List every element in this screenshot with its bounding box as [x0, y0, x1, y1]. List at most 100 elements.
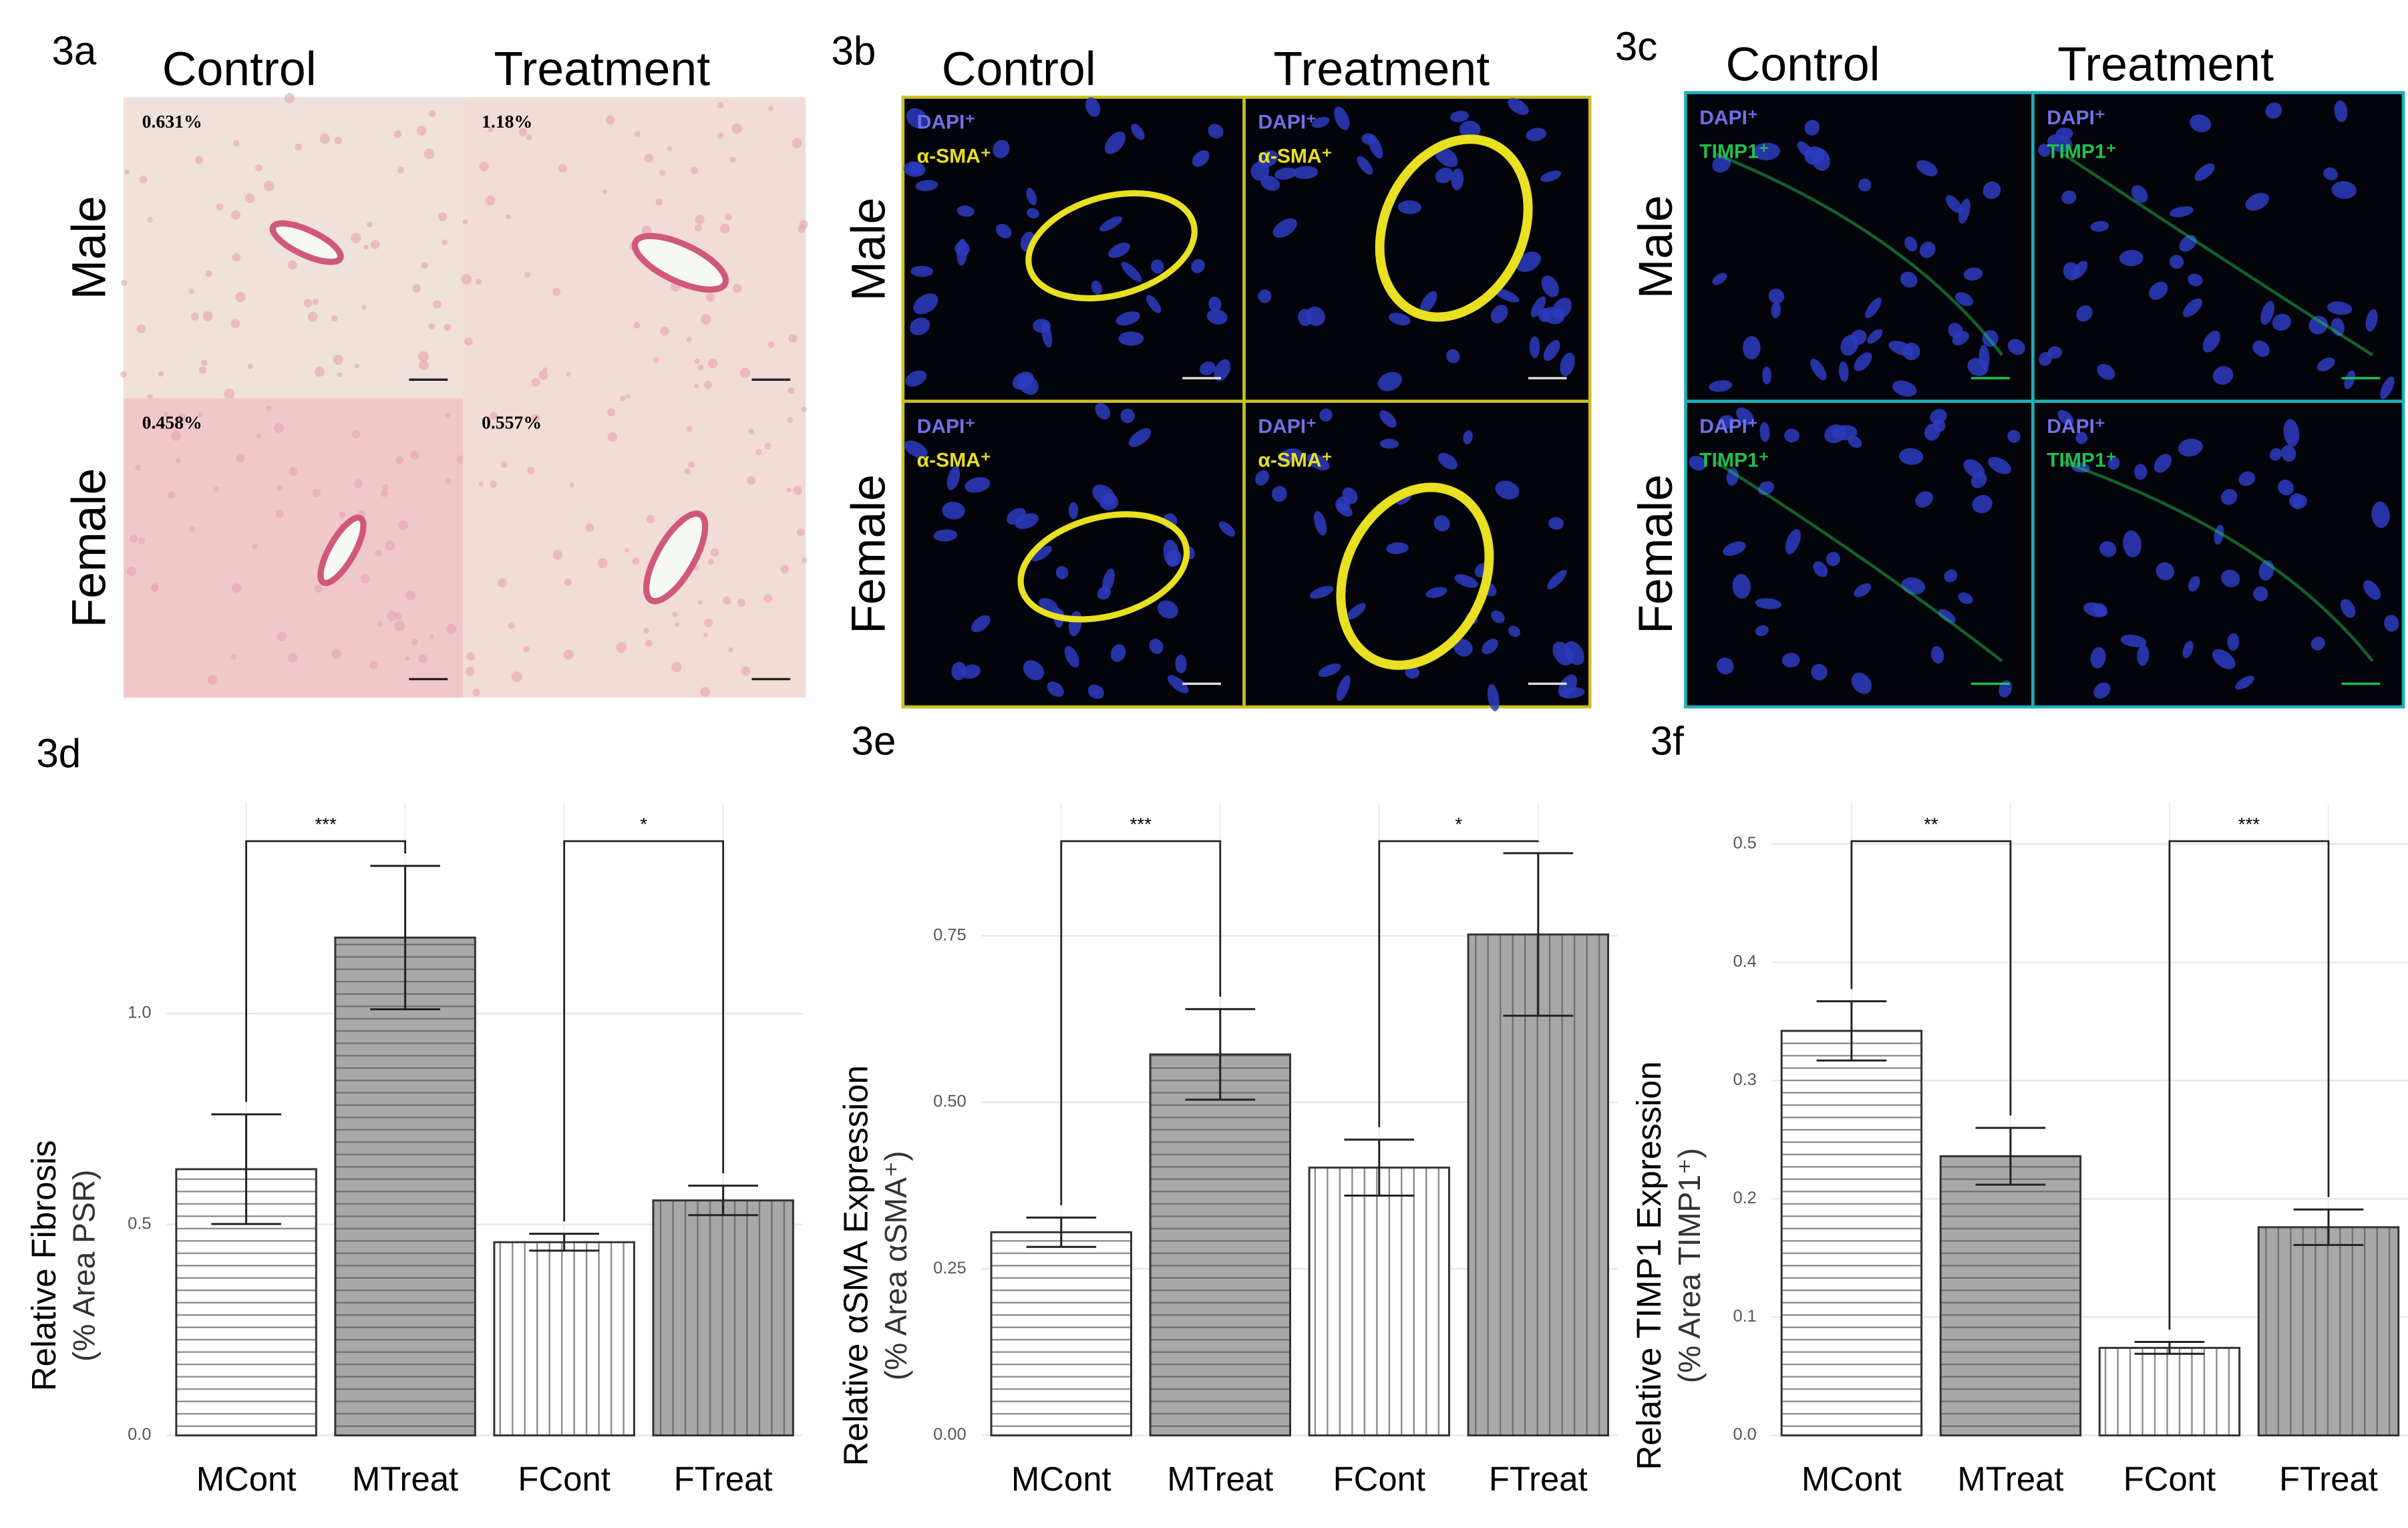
cell — [690, 166, 699, 174]
cell — [780, 565, 789, 574]
nucleus — [1453, 639, 1473, 657]
nucleus — [1736, 407, 1754, 426]
micrograph-bg — [2031, 91, 2405, 403]
cell — [381, 490, 388, 497]
nucleus — [1899, 448, 1924, 465]
column-header: Control — [162, 43, 317, 96]
panel-label: 3a — [52, 29, 97, 73]
nucleus — [1719, 415, 1735, 429]
cell — [214, 486, 220, 492]
cell — [684, 468, 691, 475]
nucleus — [2182, 298, 2203, 317]
bar — [1939, 1155, 2082, 1436]
nucleus — [1218, 521, 1236, 537]
cell — [632, 557, 640, 565]
bar — [493, 1241, 635, 1436]
significance-label: *** — [2238, 814, 2260, 834]
x-tick-label: FCont — [2123, 1460, 2216, 1498]
nucleus — [2310, 637, 2325, 651]
nucleus — [1916, 160, 1938, 176]
cell — [688, 461, 695, 468]
cell — [126, 566, 136, 577]
nucleus — [1357, 156, 1373, 175]
nucleus — [2260, 301, 2274, 325]
y-tick-label: 0.50 — [933, 1092, 966, 1111]
cell — [201, 359, 208, 366]
nucleus — [1033, 319, 1051, 333]
y-tick-label: 1.0 — [128, 1004, 151, 1022]
cell — [564, 579, 572, 586]
nucleus — [1031, 546, 1052, 562]
cell — [231, 583, 242, 593]
nucleus — [1064, 645, 1079, 668]
nucleus — [933, 529, 958, 542]
annotation: 0.557% — [482, 412, 542, 433]
annotation: 0.631% — [142, 111, 202, 132]
nucleus — [1433, 515, 1450, 532]
cell — [314, 366, 325, 377]
nucleus — [1175, 654, 1187, 673]
cell — [786, 487, 792, 493]
cell — [124, 169, 130, 175]
cell — [363, 245, 369, 250]
bar — [2257, 1226, 2400, 1436]
nucleus — [2090, 647, 2106, 669]
cell — [416, 126, 427, 136]
cell — [725, 212, 732, 220]
cell — [728, 647, 733, 653]
nucleus — [2075, 432, 2088, 444]
nucleus — [2119, 249, 2143, 267]
x-tick-label: MTreat — [352, 1460, 458, 1498]
cell — [419, 360, 429, 371]
cell — [256, 433, 262, 439]
stain-label: α-SMA⁺ — [1258, 450, 1332, 472]
cell — [697, 599, 703, 605]
cell — [498, 578, 507, 588]
nucleus — [1214, 359, 1231, 381]
nucleus — [1552, 297, 1572, 319]
cell — [442, 239, 448, 246]
cell — [526, 134, 532, 141]
cell — [625, 548, 630, 553]
cell — [312, 488, 321, 497]
cell — [371, 240, 380, 249]
cell — [527, 466, 535, 474]
vessel — [1375, 134, 1533, 322]
nucleus — [1755, 598, 1782, 609]
nucleus — [1963, 267, 1983, 281]
nucleus — [2265, 102, 2282, 119]
nucleus — [2344, 370, 2356, 390]
nucleus — [1146, 295, 1162, 313]
nucleus — [1091, 280, 1102, 295]
nucleus — [1435, 146, 1458, 168]
cell — [339, 511, 346, 518]
cell — [351, 430, 361, 439]
nucleus — [1938, 609, 1956, 623]
cell — [202, 311, 213, 321]
nucleus — [1110, 644, 1126, 662]
nucleus — [1958, 592, 1973, 605]
nucleus — [2238, 471, 2256, 486]
cell — [703, 618, 713, 627]
nucleus — [1784, 428, 1799, 443]
nucleus — [2120, 635, 2147, 647]
y-tick-label: 0.00 — [933, 1425, 966, 1444]
cell — [361, 305, 367, 310]
cell — [350, 233, 361, 244]
nucleus — [2341, 599, 2356, 618]
nucleus — [1454, 574, 1478, 588]
stain-label: α-SMA⁺ — [917, 450, 991, 472]
nucleus — [1087, 684, 1104, 700]
nucleus — [2245, 192, 2270, 211]
nucleus — [2269, 448, 2282, 461]
nucleus — [906, 108, 928, 128]
nucleus — [2149, 281, 2168, 300]
cell — [643, 627, 649, 634]
stain-label: TIMP1⁺ — [1699, 141, 1769, 163]
cell — [466, 652, 476, 661]
bar — [1467, 933, 1610, 1436]
stain-label: DAPI⁺ — [2047, 416, 2105, 438]
nucleus — [2316, 357, 2335, 371]
nucleus — [1900, 271, 1918, 288]
significance-bracket — [563, 840, 725, 1222]
